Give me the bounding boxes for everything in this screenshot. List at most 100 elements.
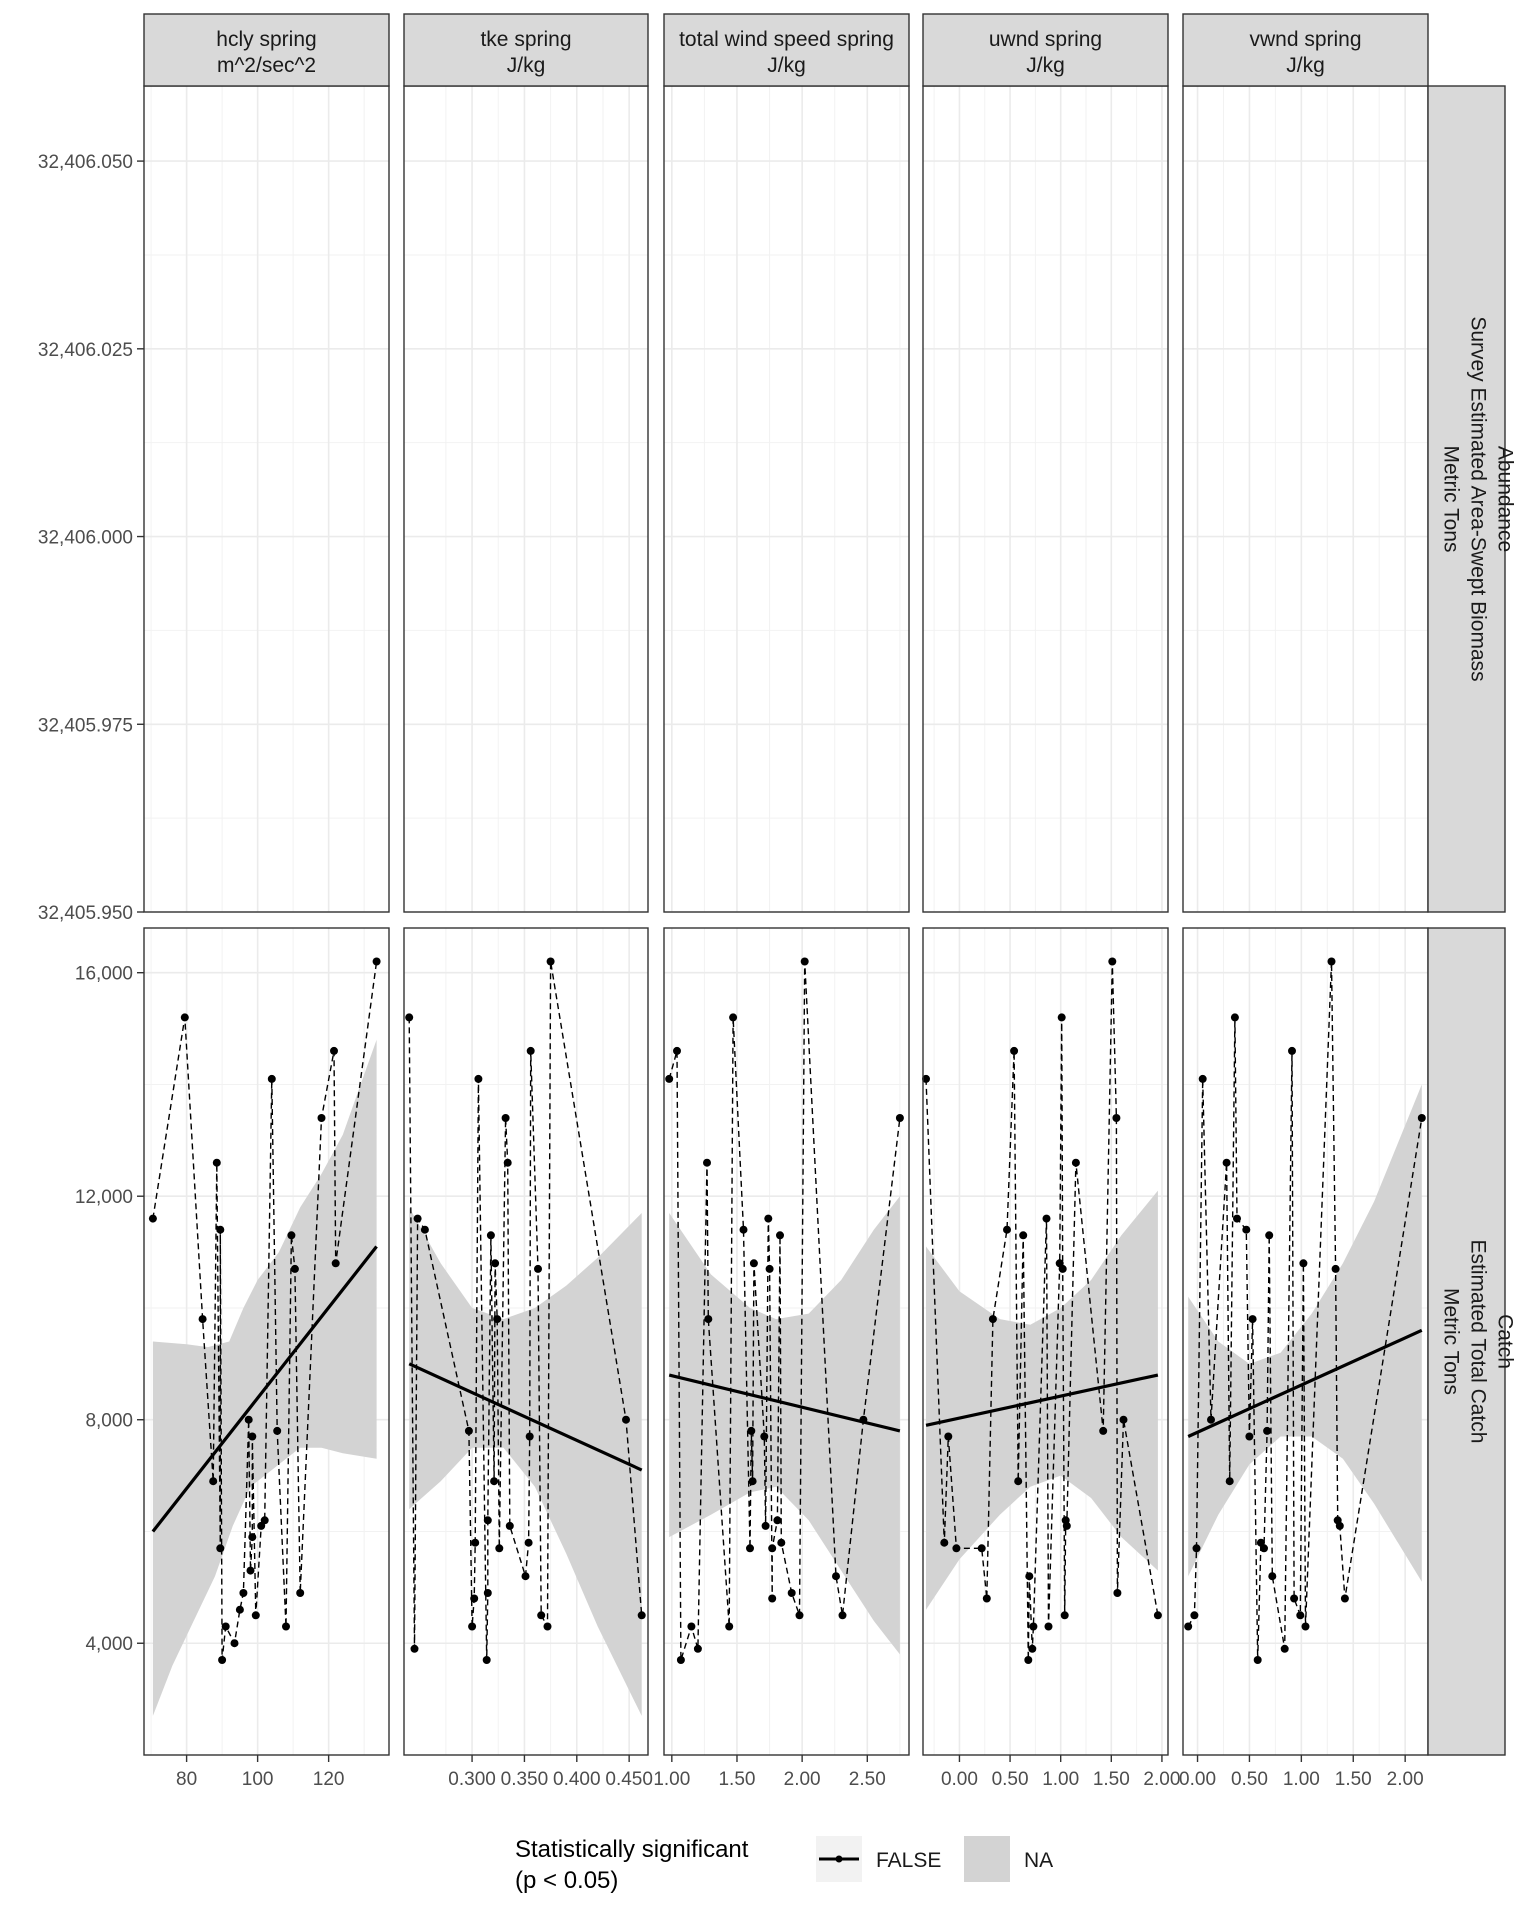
data-point [977,1544,986,1553]
x-tick-label: 0.00 [941,1769,978,1790]
y-tick-label: 8,000 [85,1411,133,1432]
facet-panel-r1-c1 [143,85,390,913]
data-point [1253,1656,1262,1664]
series-connecting-line [408,961,643,1661]
data-point [704,1315,713,1324]
strip-label-variable: tke spring [480,28,571,51]
data-point [372,957,381,966]
data-point [490,1477,499,1486]
data-point [503,1158,512,1167]
data-point [982,1594,991,1603]
data-point [729,1013,738,1022]
data-point [1288,1046,1296,1055]
data-point [895,1114,904,1122]
data-point [248,1432,257,1441]
data-point [838,1611,847,1620]
data-point [622,1415,630,1424]
data-point [273,1426,282,1435]
data-point [1113,1589,1122,1597]
regression-line [151,1245,378,1533]
strip-label-variable: total wind speed spring [679,28,894,51]
column-strip-3: total wind speed spring J/kg [663,13,910,87]
data-point [525,1432,534,1441]
data-point [1265,1231,1274,1240]
x-tick-label: 0.300 [448,1769,496,1790]
data-point [239,1589,248,1597]
legend-label-false: FALSE [876,1849,941,1872]
data-point [1019,1231,1028,1240]
data-point [486,1231,495,1240]
data-point [1010,1046,1019,1055]
data-point [474,1074,483,1083]
y-tick-label: 32,406.000 [38,528,133,549]
data-point [1042,1214,1051,1223]
confidence-ribbon [1188,1084,1422,1582]
data-point [1207,1415,1215,1424]
data-point [471,1538,480,1547]
y-tick-label: 32,406.050 [38,152,133,173]
x-tick-label: 120 [313,1769,345,1790]
data-point [468,1622,477,1631]
x-tick-label: 0.50 [992,1769,1029,1790]
facet-panel-r2-c2 [403,927,649,1756]
confidence-ribbon [409,1207,642,1716]
strip-background [1182,13,1429,87]
data-point [483,1516,492,1525]
panel-background [404,86,648,912]
data-point [1028,1644,1037,1653]
series-connecting-line [925,961,1159,1661]
legend-title-line2: (p < 0.05) [515,1867,618,1894]
data-point [1248,1315,1257,1324]
data-point [251,1611,260,1620]
x-tick-label: 0.450 [605,1769,653,1790]
data-point [749,1259,758,1268]
y-tick-label: 16,000 [75,964,133,985]
data-point [534,1264,542,1273]
data-point [940,1538,949,1547]
series-connecting-line [668,961,901,1661]
data-point [410,1644,419,1653]
strip-label-variable: uwnd spring [989,28,1102,51]
series-connecting-line [1187,961,1423,1661]
data-point [1327,957,1336,966]
panel-background [664,86,909,912]
data-point [198,1315,207,1324]
data-point [470,1594,479,1603]
data-point [493,1315,502,1324]
row-strip-label: Metric Tons [1440,1288,1463,1395]
data-point [235,1605,244,1614]
data-point [761,1521,770,1530]
data-point [777,1538,786,1547]
legend-key-point [835,1855,843,1863]
x-tick-label: 2.00 [1387,1769,1424,1790]
data-point [1003,1225,1011,1234]
facet-panel-r1-c4 [922,85,1169,913]
data-point [505,1521,514,1530]
data-point [1108,957,1117,966]
data-point [832,1572,840,1581]
data-point [1417,1114,1426,1122]
row-strip-label: Metric Tons [1440,446,1463,553]
x-tick-label: 1.50 [718,1769,755,1790]
data-point [673,1046,681,1055]
facet-panel-r1-c5 [1182,85,1429,913]
data-point [1222,1158,1231,1167]
column-strip-1: hcly spring m^2/sec^2 [143,13,390,87]
data-point [1225,1477,1234,1486]
data-point [524,1538,533,1547]
data-point [267,1074,276,1083]
panel-background [144,86,389,912]
strip-label-unit: J/kg [507,54,546,77]
data-point [330,1046,338,1055]
facet-panel-r1-c3 [663,85,910,913]
data-point [464,1426,473,1435]
data-point [795,1611,804,1620]
data-point [748,1477,757,1486]
data-point [776,1231,784,1240]
data-point [413,1214,422,1223]
data-point [543,1622,552,1631]
data-point [248,1533,257,1542]
data-point [1263,1426,1272,1435]
facet-panel-r1-c2 [403,85,649,913]
